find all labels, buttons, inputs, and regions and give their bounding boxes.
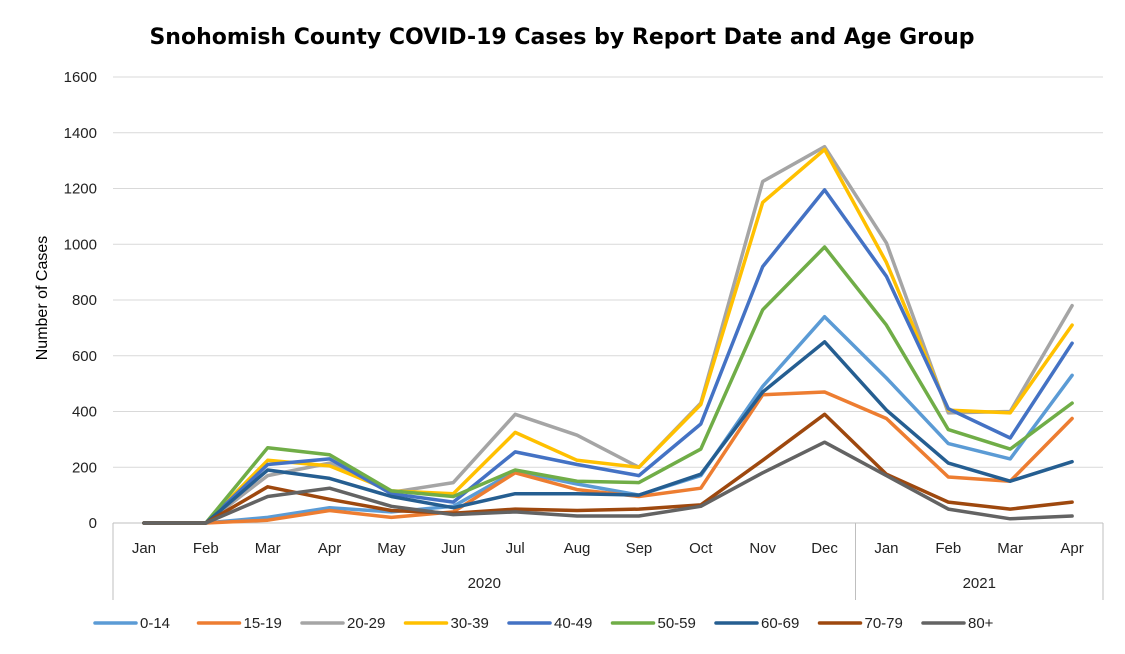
x-tick-label: Feb: [193, 540, 219, 557]
legend-label: 80+: [968, 615, 994, 632]
y-tick-label: 0: [89, 515, 97, 532]
y-tick-label: 1400: [64, 125, 97, 142]
y-axis-ticks: 0 200 400 600 800 1000 1200 1400 1600: [64, 69, 97, 532]
x-tick-label: Feb: [935, 540, 961, 557]
y-tick-label: 200: [72, 459, 97, 476]
legend-label: 0-14: [140, 615, 170, 632]
y-tick-label: 400: [72, 404, 97, 421]
x-tick-label: Jan: [132, 540, 156, 557]
x-tick-label: Apr: [318, 540, 341, 557]
series-line-50-59: [142, 245, 1074, 525]
series-line-80+: [142, 440, 1074, 525]
series-lines: [142, 144, 1074, 525]
x-tick-label: Jul: [506, 540, 525, 557]
x-tick-label: Nov: [749, 540, 776, 557]
y-axis-label: Number of Cases: [34, 236, 51, 361]
series-line-0-14: [142, 314, 1074, 525]
legend-label: 60-69: [761, 615, 799, 632]
y-tick-label: 1600: [64, 69, 97, 86]
x-tick-label: Jan: [874, 540, 898, 557]
legend-label: 70-79: [865, 615, 903, 632]
y-tick-label: 600: [72, 348, 97, 365]
x-tick-label: Aug: [564, 540, 591, 557]
legend-label: 50-59: [658, 615, 696, 632]
x-tick-label: Mar: [997, 540, 1023, 557]
chart-title: Snohomish County COVID-19 Cases by Repor…: [149, 25, 974, 50]
series-line-20-29: [142, 144, 1074, 525]
legend-label: 20-29: [347, 615, 385, 632]
series-line-60-69: [142, 340, 1074, 525]
x-tick-label: Mar: [255, 540, 281, 557]
y-tick-label: 1000: [64, 236, 97, 253]
legend-label: 15-19: [244, 615, 282, 632]
legend-label: 30-39: [451, 615, 489, 632]
year-group-label: 2021: [963, 575, 996, 592]
legend-label: 40-49: [554, 615, 592, 632]
x-tick-label: Sep: [626, 540, 653, 557]
gridlines: [113, 76, 1103, 468]
x-tick-label: May: [377, 540, 406, 557]
x-tick-label: Apr: [1060, 540, 1083, 557]
series-line-40-49: [142, 188, 1074, 525]
year-group-label: 2020: [468, 575, 501, 592]
x-tick-label: Oct: [689, 540, 713, 557]
x-tick-label: Jun: [441, 540, 465, 557]
x-axis: Jan Feb Mar Apr May Jun Jul Aug Sep Oct Nov Dec Jan F…: [112, 522, 1104, 600]
y-tick-label: 800: [72, 292, 97, 309]
x-tick-label: Dec: [811, 540, 838, 557]
y-tick-label: 1200: [64, 181, 97, 198]
legend: 0-14 15-19 20-29 30-39 40-49 50-59 60-69 70-79 8…: [93, 615, 994, 632]
